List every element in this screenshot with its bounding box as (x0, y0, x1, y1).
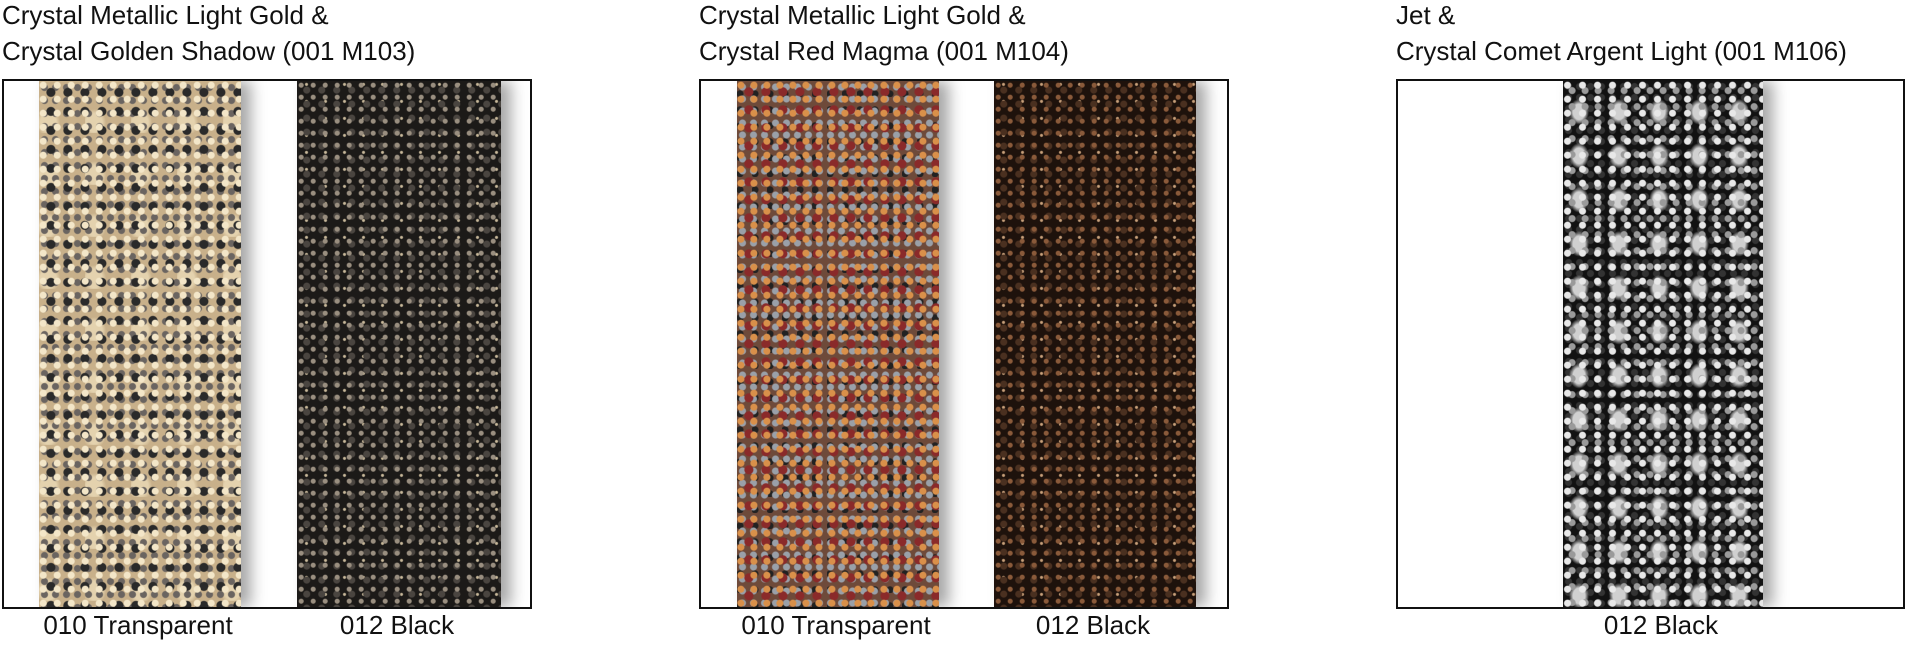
swatch-image (737, 81, 939, 607)
swatch-label: 012 Black (1603, 610, 1719, 640)
swatch-panel (2, 79, 532, 609)
swatch-label: 012 Black (339, 610, 455, 640)
swatch-label: 012 Black (1035, 610, 1151, 640)
panel-title: Crystal Metallic Light Gold & (2, 0, 329, 30)
swatch-label: 010 Transparent (43, 610, 233, 640)
swatch-panel (1396, 79, 1905, 609)
panel-title: Jet & (1396, 0, 1456, 30)
panel-title: Crystal Red Magma (001 M104) (699, 36, 1069, 66)
swatch-image (994, 81, 1196, 607)
swatch-label: 010 Transparent (741, 610, 931, 640)
panel-title: Crystal Golden Shadow (001 M103) (2, 36, 416, 66)
swatch-image (1563, 81, 1763, 607)
swatch-panel (699, 79, 1229, 609)
swatch-image (39, 81, 241, 607)
panel-title: Crystal Metallic Light Gold & (699, 0, 1026, 30)
swatch-image (297, 81, 501, 607)
panel-title: Crystal Comet Argent Light (001 M106) (1396, 36, 1847, 66)
